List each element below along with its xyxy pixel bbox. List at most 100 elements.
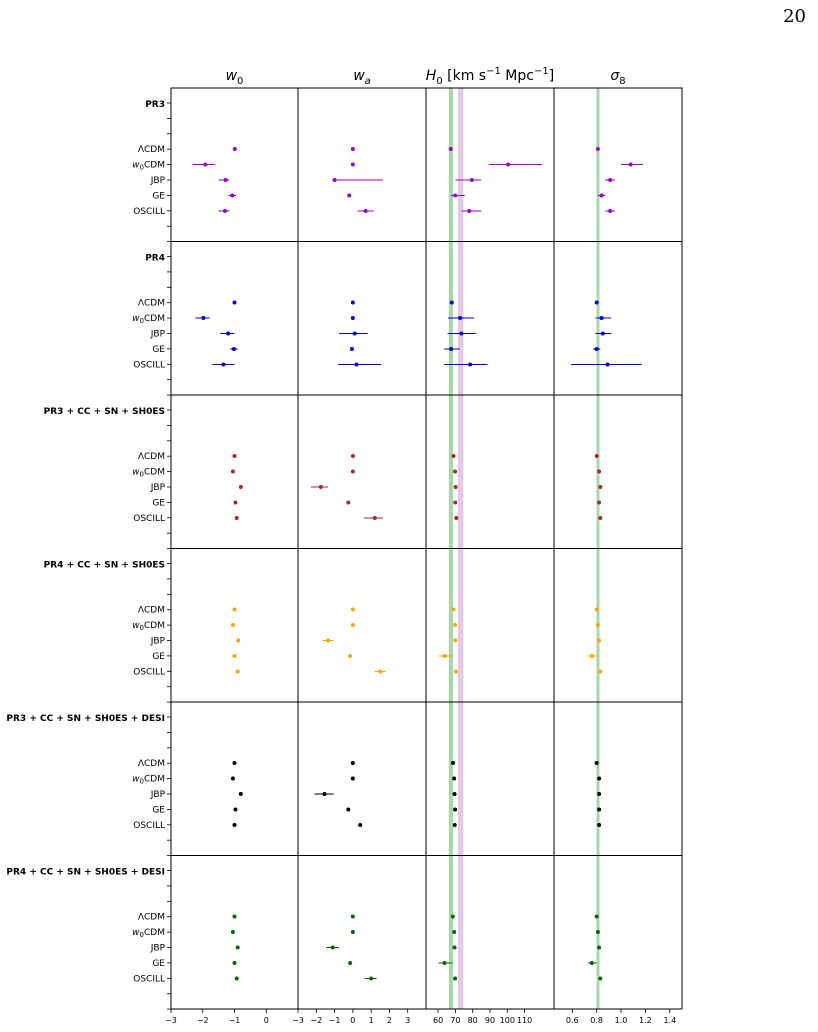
- model-label: OSCILL: [133, 514, 165, 524]
- data-point: [350, 162, 355, 167]
- data-point: [608, 178, 613, 182]
- data-point: [350, 930, 355, 934]
- data-point: [238, 792, 243, 796]
- data-point: [467, 209, 472, 213]
- panel-frame-sigma8: [553, 87, 683, 1010]
- data-point: [453, 485, 458, 489]
- x-tick-label: −1: [229, 1016, 241, 1025]
- data-point: [326, 638, 331, 643]
- data-point: [452, 930, 457, 934]
- data-point: [347, 193, 352, 198]
- data-point: [469, 178, 474, 182]
- model-label: GE: [152, 806, 165, 816]
- data-point: [452, 776, 457, 781]
- data-point: [594, 761, 599, 765]
- data-point: [453, 976, 458, 981]
- group-label: PR3 + CC + SN + SH0ES + DESI: [6, 714, 165, 724]
- page-number: 20: [783, 6, 806, 27]
- data-point: [597, 469, 602, 474]
- group-label: PR4: [145, 254, 165, 264]
- x-tick-label: 0: [264, 1016, 269, 1025]
- data-point: [378, 669, 383, 674]
- data-point: [354, 362, 359, 367]
- data-point: [594, 347, 599, 351]
- data-point: [231, 347, 236, 351]
- data-point: [599, 193, 604, 198]
- data-point: [452, 945, 457, 950]
- data-point: [459, 331, 464, 336]
- data-point: [349, 347, 354, 351]
- data-point: [453, 638, 458, 643]
- data-point: [358, 823, 363, 827]
- data-point: [236, 638, 241, 643]
- data-point: [233, 807, 238, 812]
- data-point: [449, 300, 454, 305]
- data-point: [350, 469, 355, 474]
- data-point: [230, 193, 235, 198]
- x-tick-label: −1: [329, 1016, 341, 1025]
- x-tick-label: 1.2: [639, 1016, 652, 1025]
- model-label: w0CDM: [132, 468, 165, 479]
- data-point: [594, 607, 599, 612]
- data-point: [230, 469, 235, 474]
- model-label: ΛCDM: [138, 145, 165, 155]
- data-point: [234, 516, 239, 520]
- model-label: ΛCDM: [138, 299, 165, 309]
- model-label: w0CDM: [132, 621, 165, 632]
- data-point: [350, 316, 355, 320]
- data-point: [448, 147, 453, 151]
- data-point: [597, 823, 602, 827]
- model-label: JBP: [150, 944, 166, 954]
- data-point: [232, 454, 237, 458]
- data-point: [451, 454, 456, 458]
- data-point: [595, 623, 600, 627]
- data-point: [369, 976, 374, 981]
- x-tick-label: 0.6: [566, 1016, 579, 1025]
- data-point: [453, 193, 458, 198]
- group-label: PR3: [145, 100, 165, 110]
- data-point: [230, 623, 235, 627]
- data-point: [453, 807, 458, 812]
- x-tick-label: 80: [468, 1016, 478, 1025]
- data-point: [232, 300, 237, 305]
- data-point: [450, 914, 455, 919]
- model-label: ΛCDM: [138, 452, 165, 462]
- data-point: [600, 331, 605, 336]
- group-label: PR4 + CC + SN + SH0ES + DESI: [6, 868, 165, 878]
- data-point: [238, 485, 243, 489]
- data-point: [223, 178, 228, 182]
- model-label: ΛCDM: [138, 759, 165, 769]
- data-point: [594, 300, 599, 305]
- column-title-wa: wa: [353, 68, 371, 87]
- model-label: OSCILL: [133, 668, 165, 678]
- model-label: JBP: [150, 790, 166, 800]
- model-label: JBP: [150, 176, 166, 186]
- model-label: ΛCDM: [138, 913, 165, 923]
- model-label: w0CDM: [132, 775, 165, 786]
- data-point: [233, 500, 238, 505]
- model-label: JBP: [150, 483, 166, 493]
- data-point: [350, 623, 355, 627]
- data-point: [506, 162, 511, 167]
- x-tick-label: 1: [369, 1016, 374, 1025]
- data-point: [597, 792, 602, 796]
- data-point: [222, 209, 227, 213]
- group-label: PR4 + CC + SN + SH0ES: [44, 561, 165, 571]
- data-point: [597, 638, 602, 643]
- data-point: [452, 792, 457, 796]
- model-label: GE: [152, 499, 165, 509]
- model-label: ΛCDM: [138, 606, 165, 616]
- x-tick-label: 90: [485, 1016, 495, 1025]
- data-point: [449, 347, 454, 351]
- x-tick-label: −2: [197, 1016, 209, 1025]
- data-point: [598, 516, 603, 520]
- data-point: [203, 162, 208, 167]
- x-tick-label: 3: [405, 1016, 410, 1025]
- model-label: OSCILL: [133, 361, 165, 371]
- x-tick-label: 0: [350, 1016, 355, 1025]
- data-point: [348, 961, 353, 965]
- data-point: [232, 147, 237, 151]
- data-point: [232, 761, 237, 765]
- column-title-sigma8: σ8: [610, 68, 625, 87]
